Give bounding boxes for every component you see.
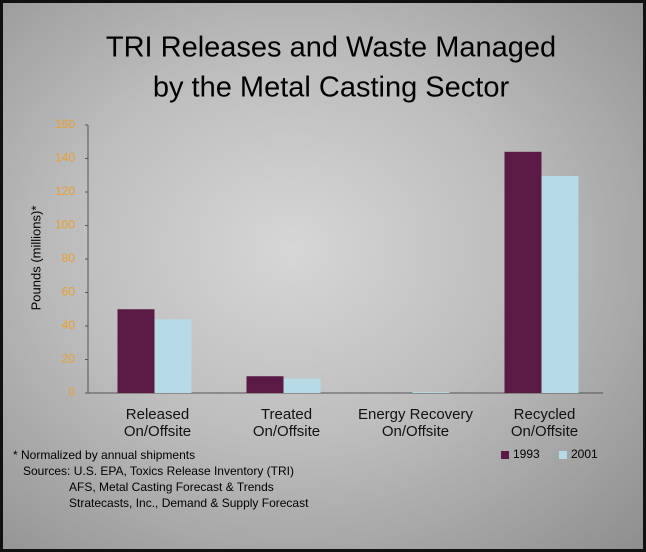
y-tick-label: 0: [68, 385, 75, 399]
bar: [155, 319, 192, 393]
y-tick-label: 20: [62, 352, 76, 366]
y-tick-label: 40: [62, 318, 76, 332]
legend-swatch: [559, 451, 567, 459]
bar: [505, 152, 542, 393]
y-axis-label: Pounds (millions)*: [28, 206, 43, 311]
y-tick-label: 160: [55, 117, 75, 131]
footnote: Stratecasts, Inc., Demand & Supply Forec…: [69, 496, 309, 510]
legend-label: 1993: [513, 447, 540, 461]
x-tick-label: Energy Recovery On/Offsite: [346, 406, 486, 440]
chart-title: by the Metal Casting Sector: [153, 72, 510, 104]
bar: [413, 392, 450, 393]
y-tick-label: 140: [55, 151, 75, 165]
footnote: * Normalized by annual shipments: [13, 448, 195, 462]
slide: TRI Releases and Waste Managed by the Me…: [0, 0, 646, 552]
x-tick-label: Released On/Offsite: [88, 406, 228, 440]
y-tick-label: 100: [55, 218, 75, 232]
footnote: Sources: U.S. EPA, Toxics Release Invent…: [23, 464, 294, 478]
footnote: AFS, Metal Casting Forecast & Trends: [69, 480, 274, 494]
bar: [284, 379, 321, 393]
legend-swatch: [501, 451, 509, 459]
bar: [247, 376, 284, 393]
y-tick-label: 80: [62, 251, 76, 265]
legend-label: 2001: [571, 447, 598, 461]
y-tick-label: 120: [55, 184, 75, 198]
bar: [118, 309, 155, 393]
bar: [542, 176, 579, 393]
y-tick-label: 60: [62, 285, 76, 299]
x-tick-label: Treated On/Offsite: [217, 406, 357, 440]
x-tick-label: Recycled On/Offsite: [475, 406, 615, 440]
chart: TRI Releases and Waste Managed by the Me…: [3, 3, 643, 549]
chart-title: TRI Releases and Waste Managed: [106, 32, 556, 64]
